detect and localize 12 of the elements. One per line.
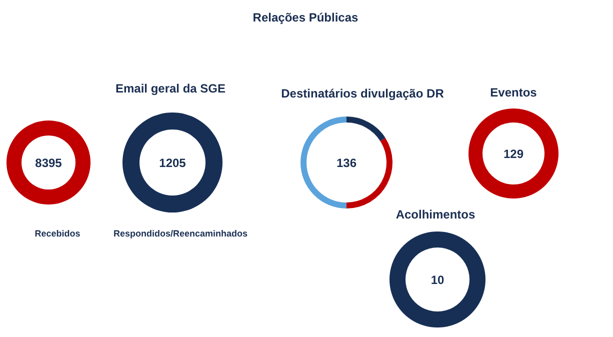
data-label: 1205 [159,156,186,170]
slice-label: Respondidos/Reencaminhados [113,228,248,238]
text: Email geral da SGE [115,82,226,96]
chart-title: Acolhimentos [396,208,476,222]
slice-label: Recebidos [34,228,80,238]
chart-title: Destinatários divulgação DR [281,86,444,100]
text: Relações Públicas [252,10,359,24]
data-label: 10 [430,273,444,287]
text: 136 [336,156,357,170]
data-label: 8395 [35,156,62,170]
data-label: 129 [503,147,524,161]
chart-title: Eventos [490,86,538,100]
